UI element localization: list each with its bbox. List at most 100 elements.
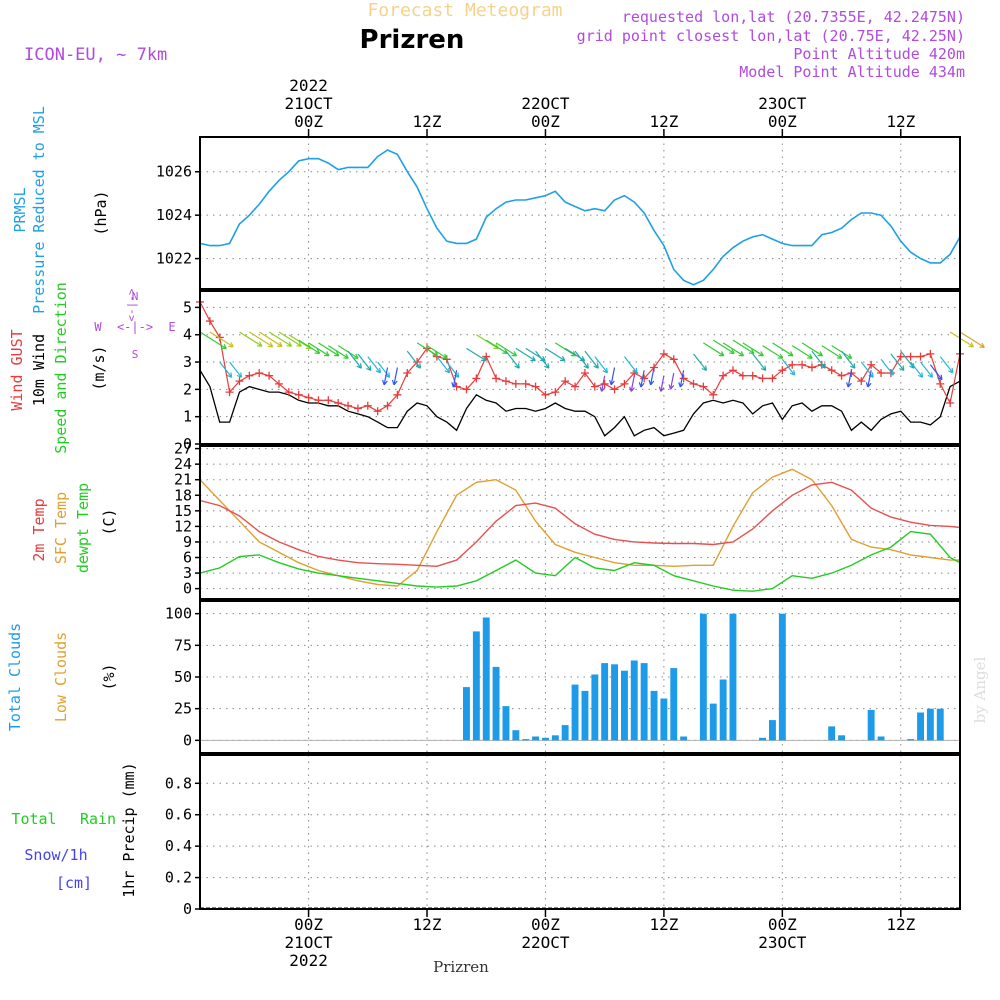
temp-frame: [199, 445, 961, 600]
cloud-bar: [709, 703, 717, 741]
y-tick-label: 4: [183, 326, 192, 344]
cloud-bar: [769, 720, 776, 741]
wind-gust-marker: [640, 374, 649, 383]
y-tick-label: 12: [174, 517, 192, 535]
y-tick-label: 6: [183, 549, 192, 567]
top-time-label: 22OCT: [521, 94, 570, 113]
precip-unit: 1hr Precip (mm): [120, 762, 138, 897]
wind-direction-arrow: [781, 358, 796, 376]
cloud-bar: [542, 737, 549, 741]
wind-direction-arrow: [505, 350, 520, 369]
wind-gust-marker: [551, 388, 560, 397]
y-tick-label: 5: [183, 298, 192, 316]
cloud-bar: [630, 660, 638, 741]
cloud-bar: [512, 730, 520, 741]
wind-direction-arrow: [959, 331, 985, 348]
wind-gust-marker: [877, 368, 886, 377]
bottom-time-label: 22OCT: [521, 933, 570, 952]
y-tick-label: 1: [183, 408, 192, 426]
wind-direction-arrow: [752, 353, 767, 372]
wind-gust-marker: [600, 379, 609, 388]
bottom-time-label: 21OCT: [284, 933, 333, 952]
wind-direction-arrow: [594, 356, 609, 374]
wind-direction-arrow: [258, 331, 283, 348]
compass-arrow: <-|->: [117, 320, 153, 334]
wind-gust-marker: [946, 399, 955, 408]
wind-direction-arrow: [199, 331, 227, 350]
wind-gust-marker: [788, 360, 797, 369]
y-tick-label: 2: [183, 380, 192, 398]
t2m-line: [199, 481, 961, 568]
wind-panel: 0 1 2 3 4 5: [183, 290, 985, 453]
wind-direction-arrow: [391, 367, 398, 386]
wind-direction-arrow: [466, 347, 487, 362]
wind-gust-marker: [580, 368, 589, 377]
wind-direction-arrow: [476, 334, 499, 350]
wind-gust-marker: [235, 377, 244, 386]
cloud-bar: [472, 631, 480, 741]
clouds-unit: (%): [100, 663, 118, 690]
credit-watermark: by Angel: [971, 656, 989, 723]
precip-frame: [199, 754, 961, 910]
cloud-bar: [571, 684, 579, 741]
wind-direction-arrow: [367, 356, 382, 374]
clouds-labels: Total Clouds Low Clouds (%): [6, 623, 118, 731]
bottom-time-label: 00Z: [531, 915, 560, 934]
wind-direction-arrow: [949, 331, 975, 348]
bottom-time-label: 00Z: [768, 915, 797, 934]
wind-direction-arrow: [629, 375, 635, 392]
compass-e: E: [168, 320, 175, 334]
wind-labels: Wind GUST 10m Wind Speed and Direction (…: [8, 282, 176, 454]
cloud-bar: [729, 613, 737, 741]
top-time-label: 00Z: [531, 112, 560, 131]
wind-gust-marker: [294, 390, 303, 399]
chart-subtitle: Forecast Meteogram: [367, 0, 562, 21]
wind-direction-arrow: [920, 361, 934, 378]
wind-gust-marker: [334, 399, 343, 408]
cloud-bar: [838, 735, 845, 741]
wind-gust-marker: [324, 396, 333, 405]
wind-direction-arrow: [658, 375, 665, 392]
pressure-labels: PRMSL Pressure Reduced to MSL (hPa): [11, 106, 110, 314]
wind-direction-arrow: [485, 339, 508, 354]
y-tick-label: 18: [174, 486, 192, 504]
y-tick-label: 21: [174, 471, 192, 489]
y-tick-label: 0: [183, 900, 192, 918]
wind-gust-marker: [363, 401, 372, 410]
total-clouds-label: Total Clouds: [6, 623, 24, 731]
y-tick-label: 0: [183, 580, 192, 598]
wind-10m-line: [199, 369, 961, 437]
requested-coords: requested lon,lat (20.7355E, 42.2475N): [622, 8, 965, 26]
top-time-label: 12Z: [413, 112, 442, 131]
wind-frame: [199, 290, 961, 445]
wind-direction-arrow: [446, 361, 460, 378]
compass-w: W: [94, 320, 102, 334]
bottom-time-label: 12Z: [649, 915, 678, 934]
top-time-label: 12Z: [886, 112, 915, 131]
temp-unit: (C): [100, 508, 118, 535]
bottom-time-label: 00Z: [294, 915, 323, 934]
wind-direction-arrow: [703, 342, 725, 357]
top-time-label: 12Z: [649, 112, 678, 131]
wind-gust-marker: [778, 366, 787, 375]
wind-gust-marker: [344, 401, 353, 410]
compass-n-axis: <-|->: [125, 288, 138, 321]
cloud-bar: [522, 739, 530, 741]
cloud-bar: [936, 708, 944, 741]
prmsl-label: PRMSL: [11, 187, 29, 232]
wind-direction-arrow: [426, 345, 448, 359]
wind-direction-arrow: [801, 342, 824, 357]
cloud-bar: [463, 687, 470, 741]
cloud-bar: [621, 670, 628, 741]
wind-direction-arrow: [406, 350, 422, 369]
footer-location: Prizren: [433, 958, 489, 976]
wind-direction-arrow: [860, 361, 874, 378]
dewpt-line: [199, 530, 961, 592]
top-time-label: 00Z: [768, 112, 797, 131]
temp-sfc-label: SFC Temp: [52, 492, 70, 564]
wind-direction-arrow: [811, 350, 826, 369]
wind-direction-arrow: [308, 342, 330, 357]
wind-gust-marker: [916, 352, 925, 361]
